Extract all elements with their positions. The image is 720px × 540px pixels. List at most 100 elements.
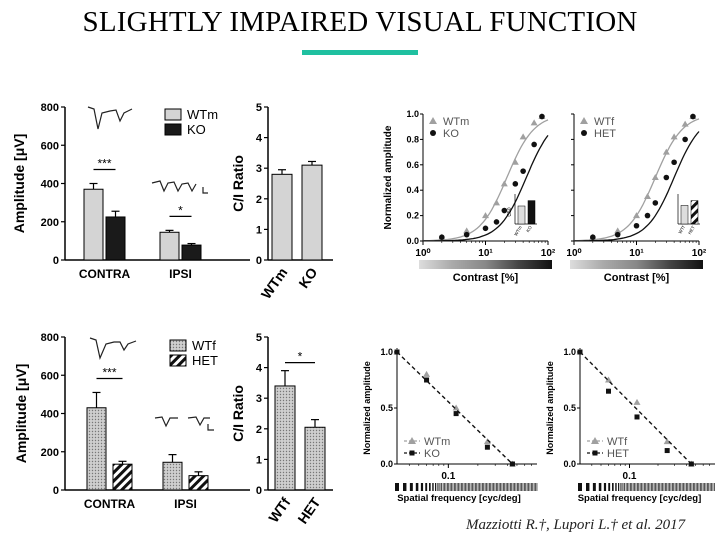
grating-stripe — [629, 483, 631, 491]
vep-trace — [154, 416, 178, 428]
x-axis-label: Contrast [%] — [453, 272, 519, 284]
grating-stripe — [494, 483, 496, 491]
legend-marker — [592, 450, 598, 456]
data-point — [644, 212, 651, 219]
grating-stripe — [625, 483, 627, 491]
grating-stripe — [444, 483, 445, 491]
chart-ci-ratio-females: 0 1 2 3 4 5 C/I Ratio WTf HET * — [230, 332, 333, 527]
grating-stripe — [409, 483, 413, 491]
grating-stripe — [458, 483, 459, 491]
x-tick-label: 0.1 — [623, 471, 637, 482]
grating-stripe — [522, 483, 524, 491]
grating-stripe — [694, 483, 696, 491]
bar — [304, 426, 326, 491]
grating-stripe — [622, 483, 624, 491]
grating-stripe — [698, 483, 700, 491]
grating-stripe — [460, 483, 462, 491]
grating-stripe — [452, 483, 454, 491]
grating-stripe — [530, 483, 532, 491]
grating-stripe — [472, 483, 473, 491]
grating-stripe — [477, 483, 479, 491]
vep-trace — [207, 424, 214, 431]
y-tick-label: 4 — [256, 363, 263, 375]
contrast-gradient-bar — [570, 260, 703, 269]
y-tick-label: 200 — [41, 217, 59, 229]
grating-stripe — [691, 483, 693, 491]
significance-marker: * — [298, 350, 303, 364]
grating-stripe — [535, 483, 536, 491]
grating-stripe — [592, 483, 596, 491]
y-tick-label: 2 — [256, 424, 262, 436]
data-point — [688, 461, 694, 467]
y-tick-label: 0 — [256, 255, 262, 267]
grating-stripe — [685, 483, 687, 491]
y-tick-label: 800 — [41, 102, 59, 114]
grating-stripe — [620, 483, 622, 491]
y-tick-label: 1.0 — [563, 347, 576, 357]
category-label: IPSI — [174, 497, 197, 511]
data-point — [577, 349, 583, 355]
data-point — [614, 231, 621, 238]
y-tick-label: 400 — [41, 409, 59, 421]
data-point — [614, 227, 622, 234]
data-point — [531, 141, 537, 148]
y-tick-label: 200 — [41, 447, 59, 459]
data-point — [424, 377, 430, 383]
data-point — [670, 133, 678, 140]
grating-stripe — [659, 483, 661, 491]
grating-stripe — [701, 483, 703, 491]
grating-stripe — [643, 483, 645, 491]
grating-stripe — [684, 483, 686, 491]
y-tick-label: 0 — [256, 485, 262, 497]
grating-stripe — [533, 483, 535, 491]
legend-label: WTf — [607, 436, 628, 448]
grating-stripe — [662, 483, 663, 491]
x-tick-label: 10² — [692, 248, 707, 259]
grating-stripe — [459, 483, 461, 491]
y-axis-label: Amplitude [μV] — [11, 134, 27, 234]
data-point — [512, 181, 519, 187]
title-accent-bar — [302, 50, 418, 55]
grating-stripe — [439, 483, 441, 491]
legend-label: HET — [607, 448, 629, 460]
grating-stripe — [536, 483, 538, 491]
grating-stripe — [712, 483, 714, 491]
category-label: KO — [295, 264, 320, 290]
bar — [105, 216, 126, 261]
data-point — [644, 193, 652, 200]
grating-stripe — [445, 483, 447, 491]
legend-marker — [591, 437, 599, 444]
grating-stripe — [669, 483, 670, 491]
y-tick-label: 0 — [53, 255, 59, 267]
y-tick-label: 0.2 — [406, 211, 419, 221]
grating-stripe — [441, 483, 443, 491]
grating-stripe — [509, 483, 511, 491]
x-tick-label: 10⁰ — [566, 248, 581, 259]
grating-stripe — [504, 483, 506, 491]
grating-stripe — [624, 483, 626, 491]
chart-contrast-males: 0.0 0.2 0.4 0.6 0.8 1.0 Normalized amplitude 10… — [383, 109, 556, 284]
data-point — [671, 159, 677, 166]
grating-stripe — [660, 483, 662, 491]
bar — [271, 173, 293, 261]
data-point — [482, 212, 489, 219]
chart-acuity-females: 0.0 0.5 1.0 Normalized amplitude 0.1 Spatial … — [545, 347, 715, 504]
grating-stripe — [403, 483, 407, 491]
inset-bar — [680, 205, 689, 225]
grating-stripe — [502, 483, 504, 491]
grating-stripe — [699, 483, 701, 491]
data-point — [605, 388, 611, 394]
vep-trace — [151, 180, 197, 193]
legend-swatch — [169, 354, 187, 367]
y-tick-label: 0.0 — [406, 236, 419, 246]
data-point — [493, 199, 501, 206]
grating-stripe — [697, 483, 698, 491]
grating-stripe — [695, 483, 697, 491]
grating-stripe — [653, 483, 655, 491]
grating-stripe — [479, 483, 480, 491]
inset-bar — [690, 200, 699, 225]
grating-stripe — [612, 483, 614, 491]
grating-stripe — [674, 483, 676, 491]
legend-label: WTm — [187, 107, 218, 122]
grating-stripe — [435, 483, 437, 491]
